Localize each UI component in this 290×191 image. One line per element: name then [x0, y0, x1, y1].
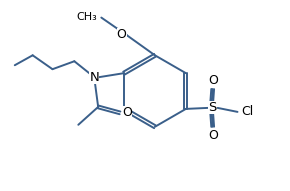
Text: N: N [89, 71, 99, 84]
Text: O: O [122, 106, 132, 119]
Text: O: O [208, 129, 218, 142]
Text: CH₃: CH₃ [77, 12, 97, 22]
Text: O: O [208, 74, 218, 87]
Text: O: O [117, 28, 127, 41]
Text: Cl: Cl [241, 105, 253, 118]
Text: S: S [209, 101, 217, 114]
